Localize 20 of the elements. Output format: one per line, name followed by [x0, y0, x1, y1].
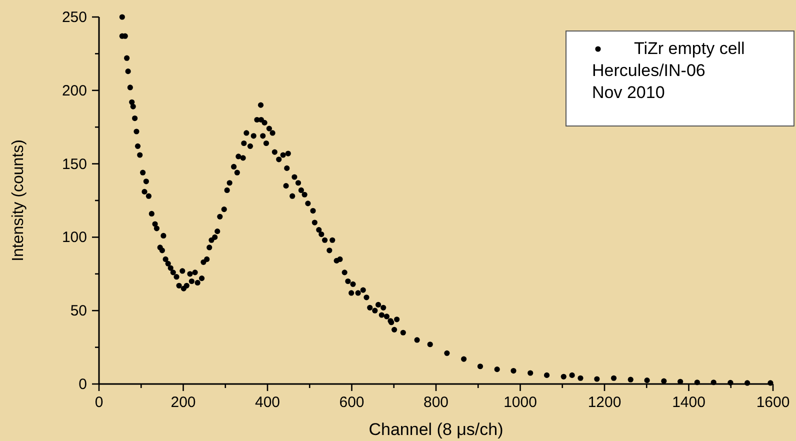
x-tick-label: 200 [170, 394, 196, 411]
y-tick-label: 150 [62, 156, 87, 173]
x-tick-label: 800 [423, 394, 449, 411]
y-tick-label: 250 [62, 9, 87, 26]
y-tick-label: 200 [62, 82, 87, 100]
y-tick-label: 0 [78, 376, 87, 393]
x-tick-label: 1200 [588, 394, 622, 411]
x-tick-label: 600 [339, 394, 364, 411]
x-tick-label: 1000 [504, 394, 537, 411]
y-axis-title: Intensity (counts) [10, 140, 27, 262]
x-tick-label: 400 [254, 394, 280, 411]
x-axis-title: Channel (8 μs/ch) [368, 420, 504, 439]
y-tick-label: 100 [62, 229, 87, 246]
x-tick-label: 0 [94, 394, 104, 411]
legend-label: TiZr empty cell [634, 39, 745, 58]
x-tick-label: 1600 [756, 394, 790, 411]
x-tick-label: 1400 [672, 394, 706, 411]
annotation: Nov 2010 [592, 83, 665, 102]
y-tick-label: 50 [70, 302, 87, 320]
annotation: Hercules/IN-06 [592, 61, 706, 80]
